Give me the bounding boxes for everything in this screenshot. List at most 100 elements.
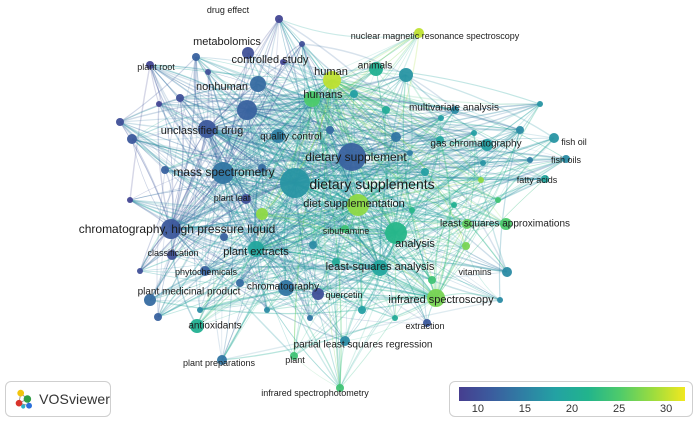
unlabeled-node[interactable] (137, 268, 143, 274)
node-fatty-acids[interactable] (541, 175, 549, 183)
node-dietary-supplement[interactable] (338, 143, 366, 171)
node-pls-regression[interactable] (340, 336, 350, 346)
node-fish-oils[interactable] (562, 155, 570, 163)
unlabeled-node[interactable] (220, 233, 228, 241)
unlabeled-node[interactable] (537, 101, 543, 107)
unlabeled-node[interactable] (478, 177, 484, 183)
node-human[interactable] (323, 71, 341, 89)
unlabeled-node[interactable] (326, 126, 334, 134)
unlabeled-node[interactable] (205, 69, 211, 75)
unlabeled-node[interactable] (471, 130, 477, 136)
node-humans[interactable] (304, 91, 320, 107)
node-classification[interactable] (167, 250, 177, 260)
unlabeled-node[interactable] (197, 307, 203, 313)
node-quality-control[interactable] (271, 129, 285, 143)
unlabeled-node[interactable] (176, 94, 184, 102)
node-sibutramine[interactable] (341, 225, 349, 233)
network-nodes[interactable] (144, 15, 570, 392)
node-infrared-spectroscopy[interactable] (427, 289, 445, 307)
node-antioxidants[interactable] (190, 319, 204, 333)
unlabeled-node[interactable] (358, 306, 366, 314)
node-chromatography[interactable] (278, 280, 294, 296)
node-quercetin[interactable] (312, 288, 324, 300)
node-extraction[interactable] (423, 319, 431, 327)
node-controlled-study[interactable] (250, 76, 266, 92)
node-plant-preparations[interactable] (217, 355, 227, 365)
node-least-squares-approximations[interactable] (500, 218, 512, 230)
unlabeled-node[interactable] (438, 115, 444, 121)
node-phytochemicals[interactable] (200, 266, 210, 276)
unlabeled-node[interactable] (392, 315, 398, 321)
unlabeled-node[interactable] (527, 157, 533, 163)
network-link (255, 156, 353, 250)
network-link (131, 79, 333, 140)
network-link (424, 171, 507, 225)
network-link (119, 121, 381, 269)
unlabeled-node[interactable] (127, 134, 137, 144)
unlabeled-node[interactable] (497, 297, 503, 303)
node-mass-spectrometry[interactable] (212, 162, 234, 184)
network-link (222, 172, 346, 230)
node-gas-chromatography[interactable] (481, 139, 493, 151)
unlabeled-node[interactable] (154, 313, 162, 321)
unlabeled-node[interactable] (399, 68, 413, 82)
unlabeled-node[interactable] (451, 202, 457, 208)
unlabeled-node[interactable] (299, 41, 305, 47)
unlabeled-node[interactable] (127, 197, 133, 203)
unlabeled-node[interactable] (516, 126, 524, 134)
unlabeled-node[interactable] (462, 242, 470, 250)
unlabeled-node[interactable] (264, 307, 270, 313)
network-link (149, 64, 442, 120)
node-plant[interactable] (290, 352, 298, 360)
node-drug-effect[interactable] (275, 15, 283, 23)
node-plant-root[interactable] (146, 61, 154, 69)
unlabeled-node[interactable] (407, 150, 413, 156)
node-metabolomics[interactable] (242, 47, 254, 59)
node-dietary-supplements[interactable] (280, 168, 310, 198)
unlabeled-node[interactable] (156, 101, 162, 107)
node-analysis[interactable] (385, 222, 407, 244)
unlabeled-node[interactable] (436, 136, 444, 144)
node-plant-medicinal-product[interactable] (144, 294, 156, 306)
unlabeled-node[interactable] (256, 208, 268, 220)
network-link (357, 137, 555, 206)
network-link (351, 156, 467, 247)
unlabeled-node[interactable] (428, 276, 436, 284)
unlabeled-node[interactable] (350, 90, 358, 98)
unlabeled-node[interactable] (462, 219, 472, 229)
network-link (255, 129, 521, 250)
network-link (222, 124, 521, 174)
node-nonhuman[interactable] (237, 100, 257, 120)
unlabeled-node[interactable] (391, 132, 401, 142)
network-link (379, 129, 521, 269)
node-multivariate-analysis[interactable] (451, 106, 459, 114)
unlabeled-node[interactable] (280, 59, 286, 65)
node-least-squares-analysis[interactable] (372, 260, 388, 276)
unlabeled-node[interactable] (161, 166, 169, 174)
unlabeled-node[interactable] (116, 118, 124, 126)
unlabeled-node[interactable] (421, 168, 429, 176)
unlabeled-node[interactable] (309, 241, 317, 249)
node-vitamins[interactable] (502, 267, 512, 277)
unlabeled-node[interactable] (307, 315, 313, 321)
unlabeled-node[interactable] (382, 106, 390, 114)
network-link (222, 98, 313, 174)
node-infrared-spectrophotometry[interactable] (336, 384, 344, 392)
unlabeled-node[interactable] (480, 160, 486, 166)
node-plant-extracts[interactable] (248, 241, 264, 257)
node-animals[interactable] (369, 62, 383, 76)
node-nmr-spectroscopy[interactable] (414, 28, 424, 38)
unlabeled-node[interactable] (332, 258, 340, 266)
unlabeled-node[interactable] (409, 207, 415, 213)
node-plant-leaf[interactable] (241, 194, 251, 204)
node-unclassified-drug[interactable] (198, 120, 216, 138)
unlabeled-node[interactable] (258, 164, 266, 172)
node-hplc[interactable] (161, 219, 181, 239)
node-diet-supplementation[interactable] (347, 194, 369, 216)
unlabeled-node[interactable] (192, 53, 200, 61)
unlabeled-node[interactable] (495, 197, 501, 203)
unlabeled-node[interactable] (236, 279, 244, 287)
node-fish-oil[interactable] (549, 133, 559, 143)
